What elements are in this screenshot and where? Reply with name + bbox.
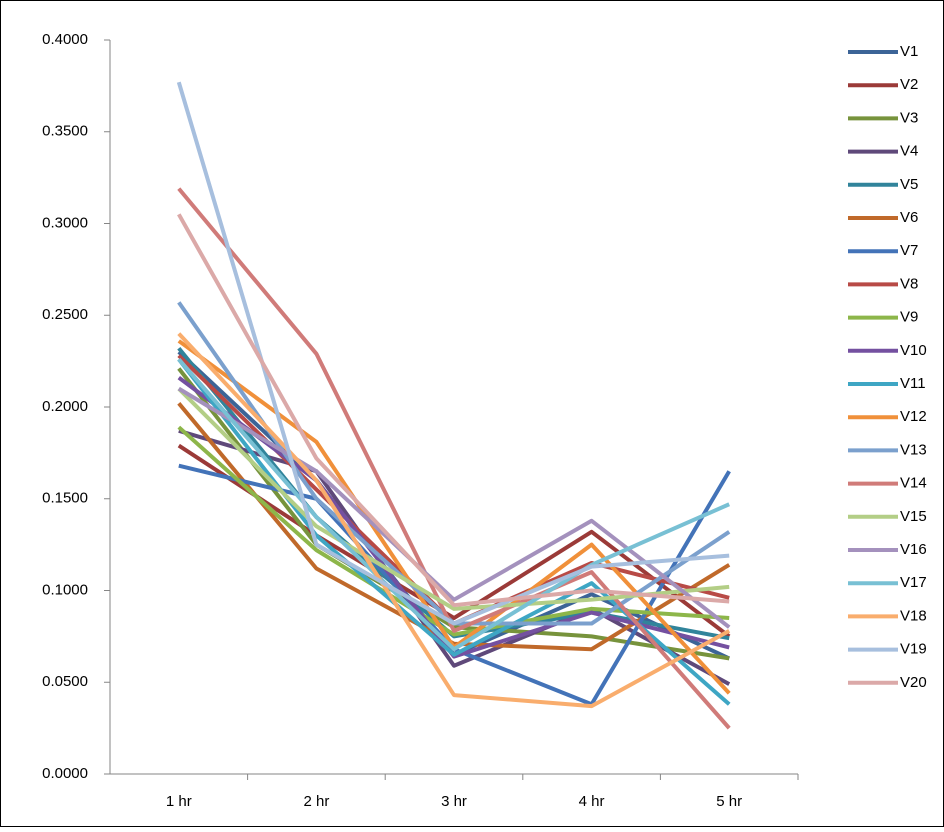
y-tick-label: 0.4000: [42, 31, 88, 48]
legend-label: V20: [900, 674, 927, 691]
y-tick-label: 0.0000: [42, 765, 88, 782]
legend-label: V3: [900, 109, 918, 126]
series-line: [176, 81, 730, 626]
series-line: [177, 386, 731, 629]
legend-label: V8: [900, 275, 918, 292]
legend-label: V17: [900, 574, 927, 591]
legend-label: V16: [900, 541, 927, 558]
series-line: [177, 443, 731, 638]
legend-label: V9: [900, 309, 918, 326]
legend-label: V13: [900, 441, 927, 458]
legend-label: V1: [900, 43, 918, 60]
y-tick-label: 0.1000: [42, 581, 88, 598]
legend-label: V5: [900, 176, 918, 193]
y-tick-label: 0.3000: [42, 214, 88, 231]
legend-label: V19: [900, 641, 927, 658]
x-tick-label: 3 hr: [441, 793, 467, 810]
legend-label: V14: [900, 475, 927, 492]
legend-label: V10: [900, 342, 927, 359]
legend-label: V7: [900, 242, 918, 259]
x-tick-label: 5 hr: [716, 793, 742, 810]
legend-label: V12: [900, 408, 927, 425]
legend-label: V18: [900, 607, 927, 624]
x-tick-label: 2 hr: [303, 793, 329, 810]
y-tick-label: 0.2500: [42, 306, 88, 323]
series-line: [177, 357, 731, 652]
y-tick-label: 0.3500: [42, 123, 88, 140]
legend-label: V2: [900, 76, 918, 93]
series-line: [177, 187, 731, 730]
legend-label: V4: [900, 143, 918, 160]
series-line: [177, 425, 730, 637]
legend-label: V6: [900, 209, 918, 226]
legend-label: V11: [900, 375, 926, 392]
x-tick-label: 4 hr: [579, 793, 605, 810]
series-line: [177, 213, 730, 608]
y-tick-label: 0.2000: [42, 398, 88, 415]
y-tick-label: 0.0500: [42, 673, 88, 690]
y-tick-label: 0.1500: [42, 490, 88, 507]
series-line: [177, 332, 731, 709]
legend-label: V15: [900, 508, 927, 525]
x-tick-label: 1 hr: [166, 793, 192, 810]
